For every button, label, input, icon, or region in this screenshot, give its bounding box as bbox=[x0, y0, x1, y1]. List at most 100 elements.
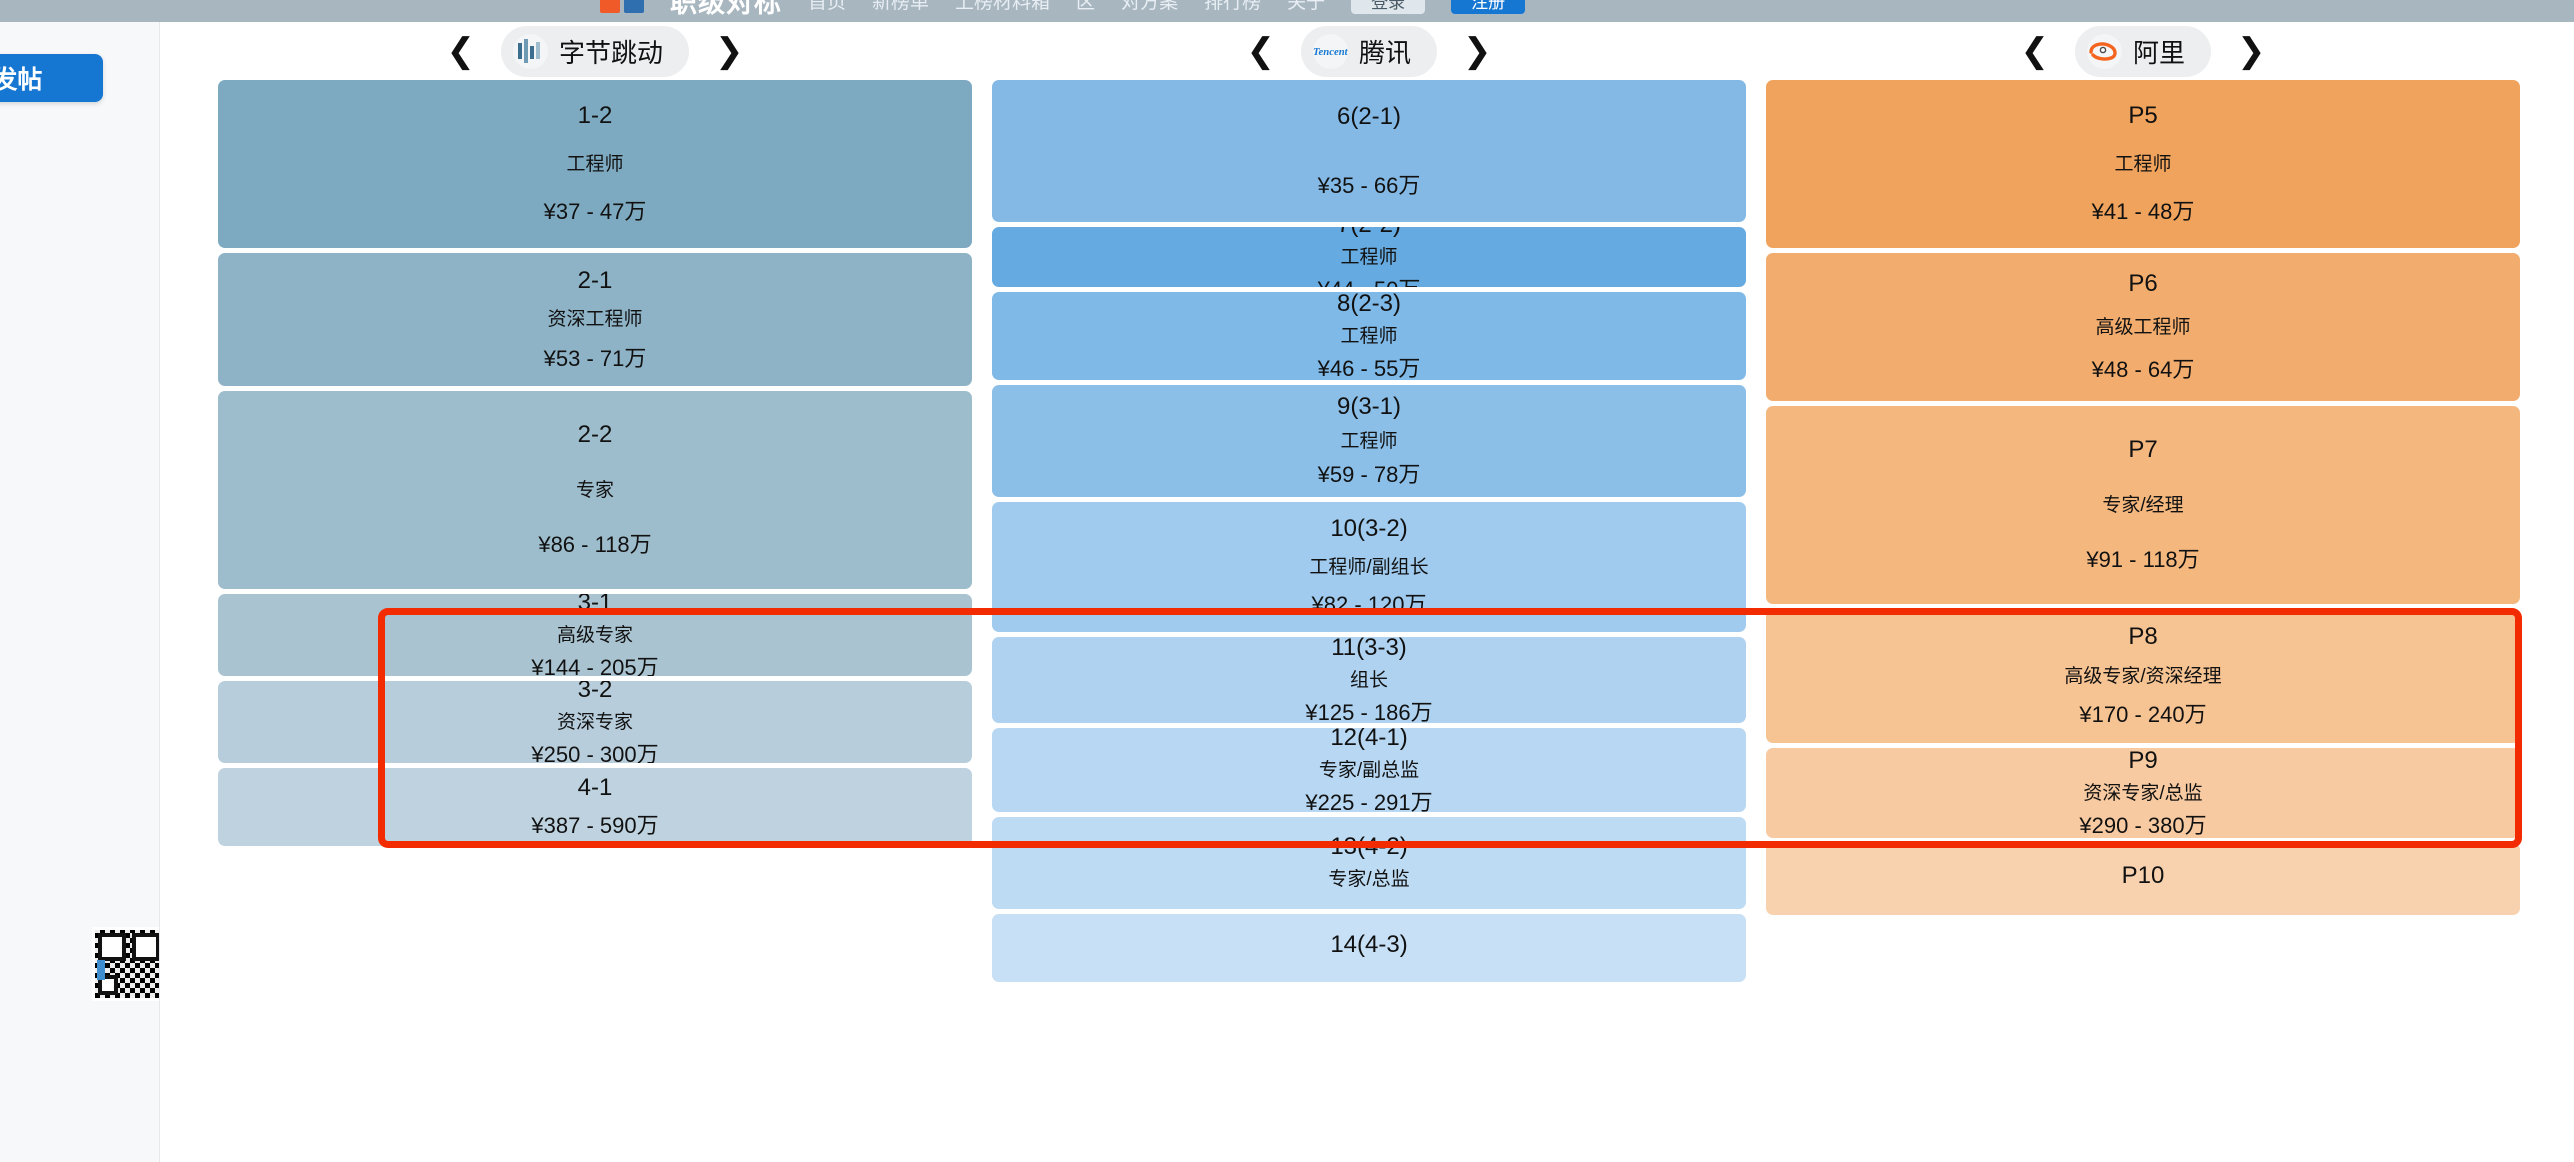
company-chip[interactable]: 字节跳动 bbox=[500, 25, 689, 77]
role-label: 工程师 bbox=[1340, 430, 1398, 452]
level-card[interactable]: 9(3-1) 工程师 ¥59 - 78万 bbox=[992, 385, 1746, 497]
nav-item-4[interactable]: 对方案 bbox=[1121, 0, 1179, 13]
company-tab-3: ❮ 阿里 ❯ bbox=[1766, 22, 2520, 80]
sidebar-item-network[interactable]: 网 bbox=[0, 196, 159, 236]
company-chip[interactable]: 阿里 bbox=[2074, 25, 2211, 77]
chevron-right-icon[interactable]: ❯ bbox=[715, 32, 744, 70]
level-card[interactable]: P7 专家/经理 ¥91 - 118万 bbox=[1766, 406, 2520, 604]
pay-range-label: ¥225 - 291万 bbox=[1305, 789, 1433, 813]
role-label: 工程师 bbox=[566, 153, 624, 175]
level-card[interactable]: 8(2-3) 工程师 ¥46 - 55万 bbox=[992, 292, 1746, 380]
level-label: 1-2 bbox=[577, 102, 613, 130]
pay-range-label: ¥35 - 66万 bbox=[1317, 172, 1421, 198]
company-name: 腾讯 bbox=[1358, 37, 1411, 68]
level-card[interactable]: 3-2 资深专家 ¥250 - 300万 bbox=[218, 681, 972, 763]
site-logo-icon[interactable] bbox=[600, 0, 644, 13]
sidebar-item-discussion[interactable]: 讨论 bbox=[0, 116, 159, 156]
level-card[interactable]: 10(3-2) 工程师/副组长 ¥82 - 120万 bbox=[992, 502, 1746, 632]
pay-range-label: ¥41 - 48万 bbox=[2091, 198, 2195, 224]
sidebar-item-news[interactable]: 年息 bbox=[0, 236, 159, 276]
nav-item-5[interactable]: 排行榜 bbox=[1204, 0, 1262, 13]
nav-item-6[interactable]: 关于 bbox=[1287, 0, 1326, 13]
level-card[interactable]: 12(4-1) 专家/副总监 ¥225 - 291万 bbox=[992, 728, 1746, 812]
post-button-label: 发帖 bbox=[0, 66, 43, 94]
level-label: 12(4-1) bbox=[1330, 728, 1408, 751]
alibaba-icon bbox=[2086, 33, 2122, 69]
level-label: P9 bbox=[2128, 748, 2158, 774]
company-column-1: ❮ 字节跳动 ❯ 1-2 工程师 ¥37 - 47万 2-1 资深工程师 ¥53 - 71万 2-… bbox=[218, 22, 972, 1162]
role-label: 工程师/副组长 bbox=[1309, 556, 1429, 578]
role-label: 专家/总监 bbox=[1328, 868, 1410, 890]
level-card[interactable]: P8 高级专家/资深经理 ¥170 - 240万 bbox=[1766, 609, 2520, 743]
pay-range-label: ¥82 - 120万 bbox=[1311, 592, 1427, 618]
company-tab-1: ❮ 字节跳动 ❯ bbox=[218, 22, 972, 80]
level-label: P8 bbox=[2128, 622, 2158, 650]
sidebar-item-feedback[interactable]: 反馈 bbox=[0, 422, 159, 462]
role-label: 资深工程师 bbox=[547, 309, 643, 330]
pay-range-label: ¥250 - 300万 bbox=[531, 741, 659, 764]
level-card[interactable]: 2-1 资深工程师 ¥53 - 71万 bbox=[218, 253, 972, 386]
sidebar-item-recruiting[interactable]: 招聘 bbox=[0, 156, 159, 196]
level-card[interactable]: 11(3-3) 组长 ¥125 - 186万 bbox=[992, 637, 1746, 723]
role-label: 高级专家 bbox=[556, 624, 633, 646]
level-label: P7 bbox=[2128, 435, 2158, 463]
sidebar-item-rant[interactable]: 吐槽 bbox=[0, 342, 159, 382]
company-name: 字节跳动 bbox=[558, 37, 663, 68]
level-card[interactable]: P5 工程师 ¥41 - 48万 bbox=[1766, 80, 2520, 248]
level-label: P6 bbox=[2128, 270, 2158, 298]
level-label: 13(4-2) bbox=[1330, 832, 1408, 860]
role-label: 资深专家 bbox=[556, 711, 633, 733]
company-column-2: ❮ Tencent 腾讯 ❯ 6(2-1) ¥35 - 66万 7(2-2) 工程师 ¥44 -… bbox=[992, 22, 1746, 1162]
level-label: 2-2 bbox=[577, 420, 613, 448]
level-card[interactable]: 2-2 专家 ¥86 - 118万 bbox=[218, 391, 972, 589]
level-label: 3-2 bbox=[577, 681, 613, 703]
chevron-left-icon[interactable]: ❮ bbox=[1246, 32, 1275, 70]
level-card[interactable]: 14(4-3) bbox=[992, 914, 1746, 982]
pay-range-label: ¥53 - 71万 bbox=[543, 345, 647, 371]
level-card[interactable]: 6(2-1) ¥35 - 66万 bbox=[992, 80, 1746, 222]
level-label: 4-1 bbox=[577, 774, 613, 801]
level-label: 7(2-2) bbox=[1337, 227, 1401, 239]
company-column-3: ❮ 阿里 ❯ P5 工程师 ¥41 - 48万 P6 高级工程师 ¥48 - 64万 P7 专家/经… bbox=[1766, 22, 2520, 1162]
level-card[interactable]: 1-2 工程师 ¥37 - 47万 bbox=[218, 80, 972, 248]
nav-item-0[interactable]: 首页 bbox=[808, 0, 847, 13]
nav-item-2[interactable]: 上榜材料箱 bbox=[955, 0, 1051, 13]
sidebar-item-levels[interactable]: 职级 bbox=[0, 276, 159, 316]
main-content: ❮ 字节跳动 ❯ 1-2 工程师 ¥37 - 47万 2-1 资深工程师 ¥53 - 71万 2-… bbox=[160, 22, 2574, 1162]
pay-range-label: ¥44 - 50万 bbox=[1318, 272, 1421, 288]
sidebar-item-review[interactable]: 考核 bbox=[0, 382, 159, 422]
chevron-right-icon[interactable]: ❯ bbox=[2237, 32, 2266, 70]
chevron-left-icon[interactable]: ❮ bbox=[446, 32, 475, 70]
level-card[interactable]: 13(4-2) 专家/总监 bbox=[992, 817, 1746, 909]
level-label: P10 bbox=[2121, 862, 2165, 889]
login-button[interactable]: 登录 bbox=[1351, 0, 1426, 14]
level-label: 10(3-2) bbox=[1330, 514, 1408, 542]
level-card[interactable]: P6 高级工程师 ¥48 - 64万 bbox=[1766, 253, 2520, 401]
company-tab-2: ❮ Tencent 腾讯 ❯ bbox=[992, 22, 1746, 80]
level-card[interactable]: 4-1 ¥387 - 590万 bbox=[218, 768, 972, 846]
role-label: 专家 bbox=[575, 479, 614, 501]
level-label: 8(2-3) bbox=[1336, 292, 1402, 317]
level-label: 2-1 bbox=[577, 266, 613, 294]
post-button[interactable]: + 发帖 bbox=[0, 54, 103, 102]
level-card[interactable]: P9 资深专家/总监 ¥290 - 380万 bbox=[1766, 748, 2520, 838]
level-card[interactable]: 3-1 高级专家 ¥144 - 205万 bbox=[218, 594, 972, 676]
nav-item-3[interactable]: 区 bbox=[1076, 0, 1096, 13]
pay-range-label: ¥91 - 118万 bbox=[2086, 547, 2200, 573]
level-card[interactable]: P10 bbox=[1766, 843, 2520, 915]
nav-item-1[interactable]: 新榜单 bbox=[872, 0, 930, 13]
tencent-icon: Tencent bbox=[1312, 33, 1348, 69]
register-button[interactable]: 注册 bbox=[1451, 0, 1526, 14]
pay-range-label: ¥37 - 47万 bbox=[543, 198, 647, 224]
company-chip[interactable]: Tencent 腾讯 bbox=[1300, 25, 1437, 77]
company-name: 阿里 bbox=[2132, 37, 2185, 68]
role-label: 专家/经理 bbox=[2102, 494, 2184, 516]
level-label: 6(2-1) bbox=[1336, 102, 1402, 130]
chevron-right-icon[interactable]: ❯ bbox=[1463, 32, 1492, 70]
role-label: 专家/副总监 bbox=[1318, 759, 1420, 781]
bytedance-bars-icon bbox=[512, 33, 548, 69]
sidebar-nav-list: 讨论 招聘 网 年息 职级 吐槽 考核 反馈 bbox=[0, 116, 159, 462]
level-card[interactable]: 7(2-2) 工程师 ¥44 - 50万 bbox=[992, 227, 1746, 287]
chevron-left-icon[interactable]: ❮ bbox=[2020, 32, 2049, 70]
